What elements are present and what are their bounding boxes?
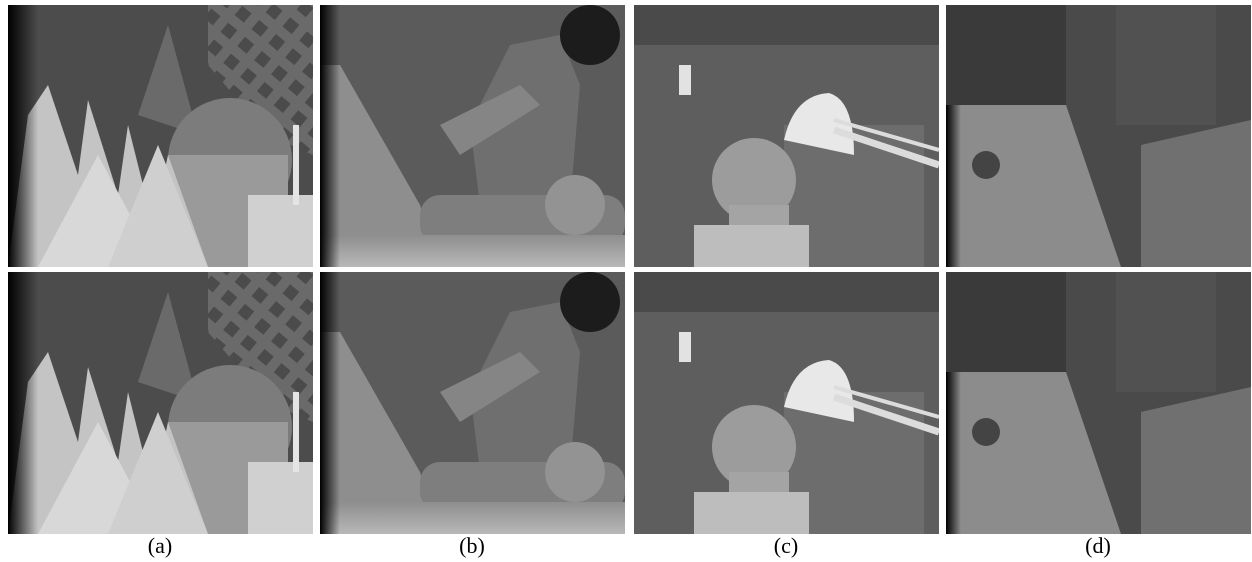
subfigure-caption: (b) bbox=[459, 533, 485, 558]
depth-image bbox=[946, 272, 1251, 534]
depth-image bbox=[634, 5, 939, 267]
subfigure-caption: (a) bbox=[148, 533, 172, 558]
depth-image bbox=[8, 5, 313, 267]
subfigure-caption: (d) bbox=[1085, 533, 1111, 558]
depth-image bbox=[946, 5, 1251, 267]
depth-image bbox=[320, 272, 625, 534]
depth-image bbox=[634, 272, 939, 534]
subfigure-caption: (c) bbox=[774, 533, 798, 558]
depth-image bbox=[320, 5, 625, 267]
figure: (a) (b) (c) (d) bbox=[0, 0, 1252, 562]
depth-image bbox=[8, 272, 313, 534]
